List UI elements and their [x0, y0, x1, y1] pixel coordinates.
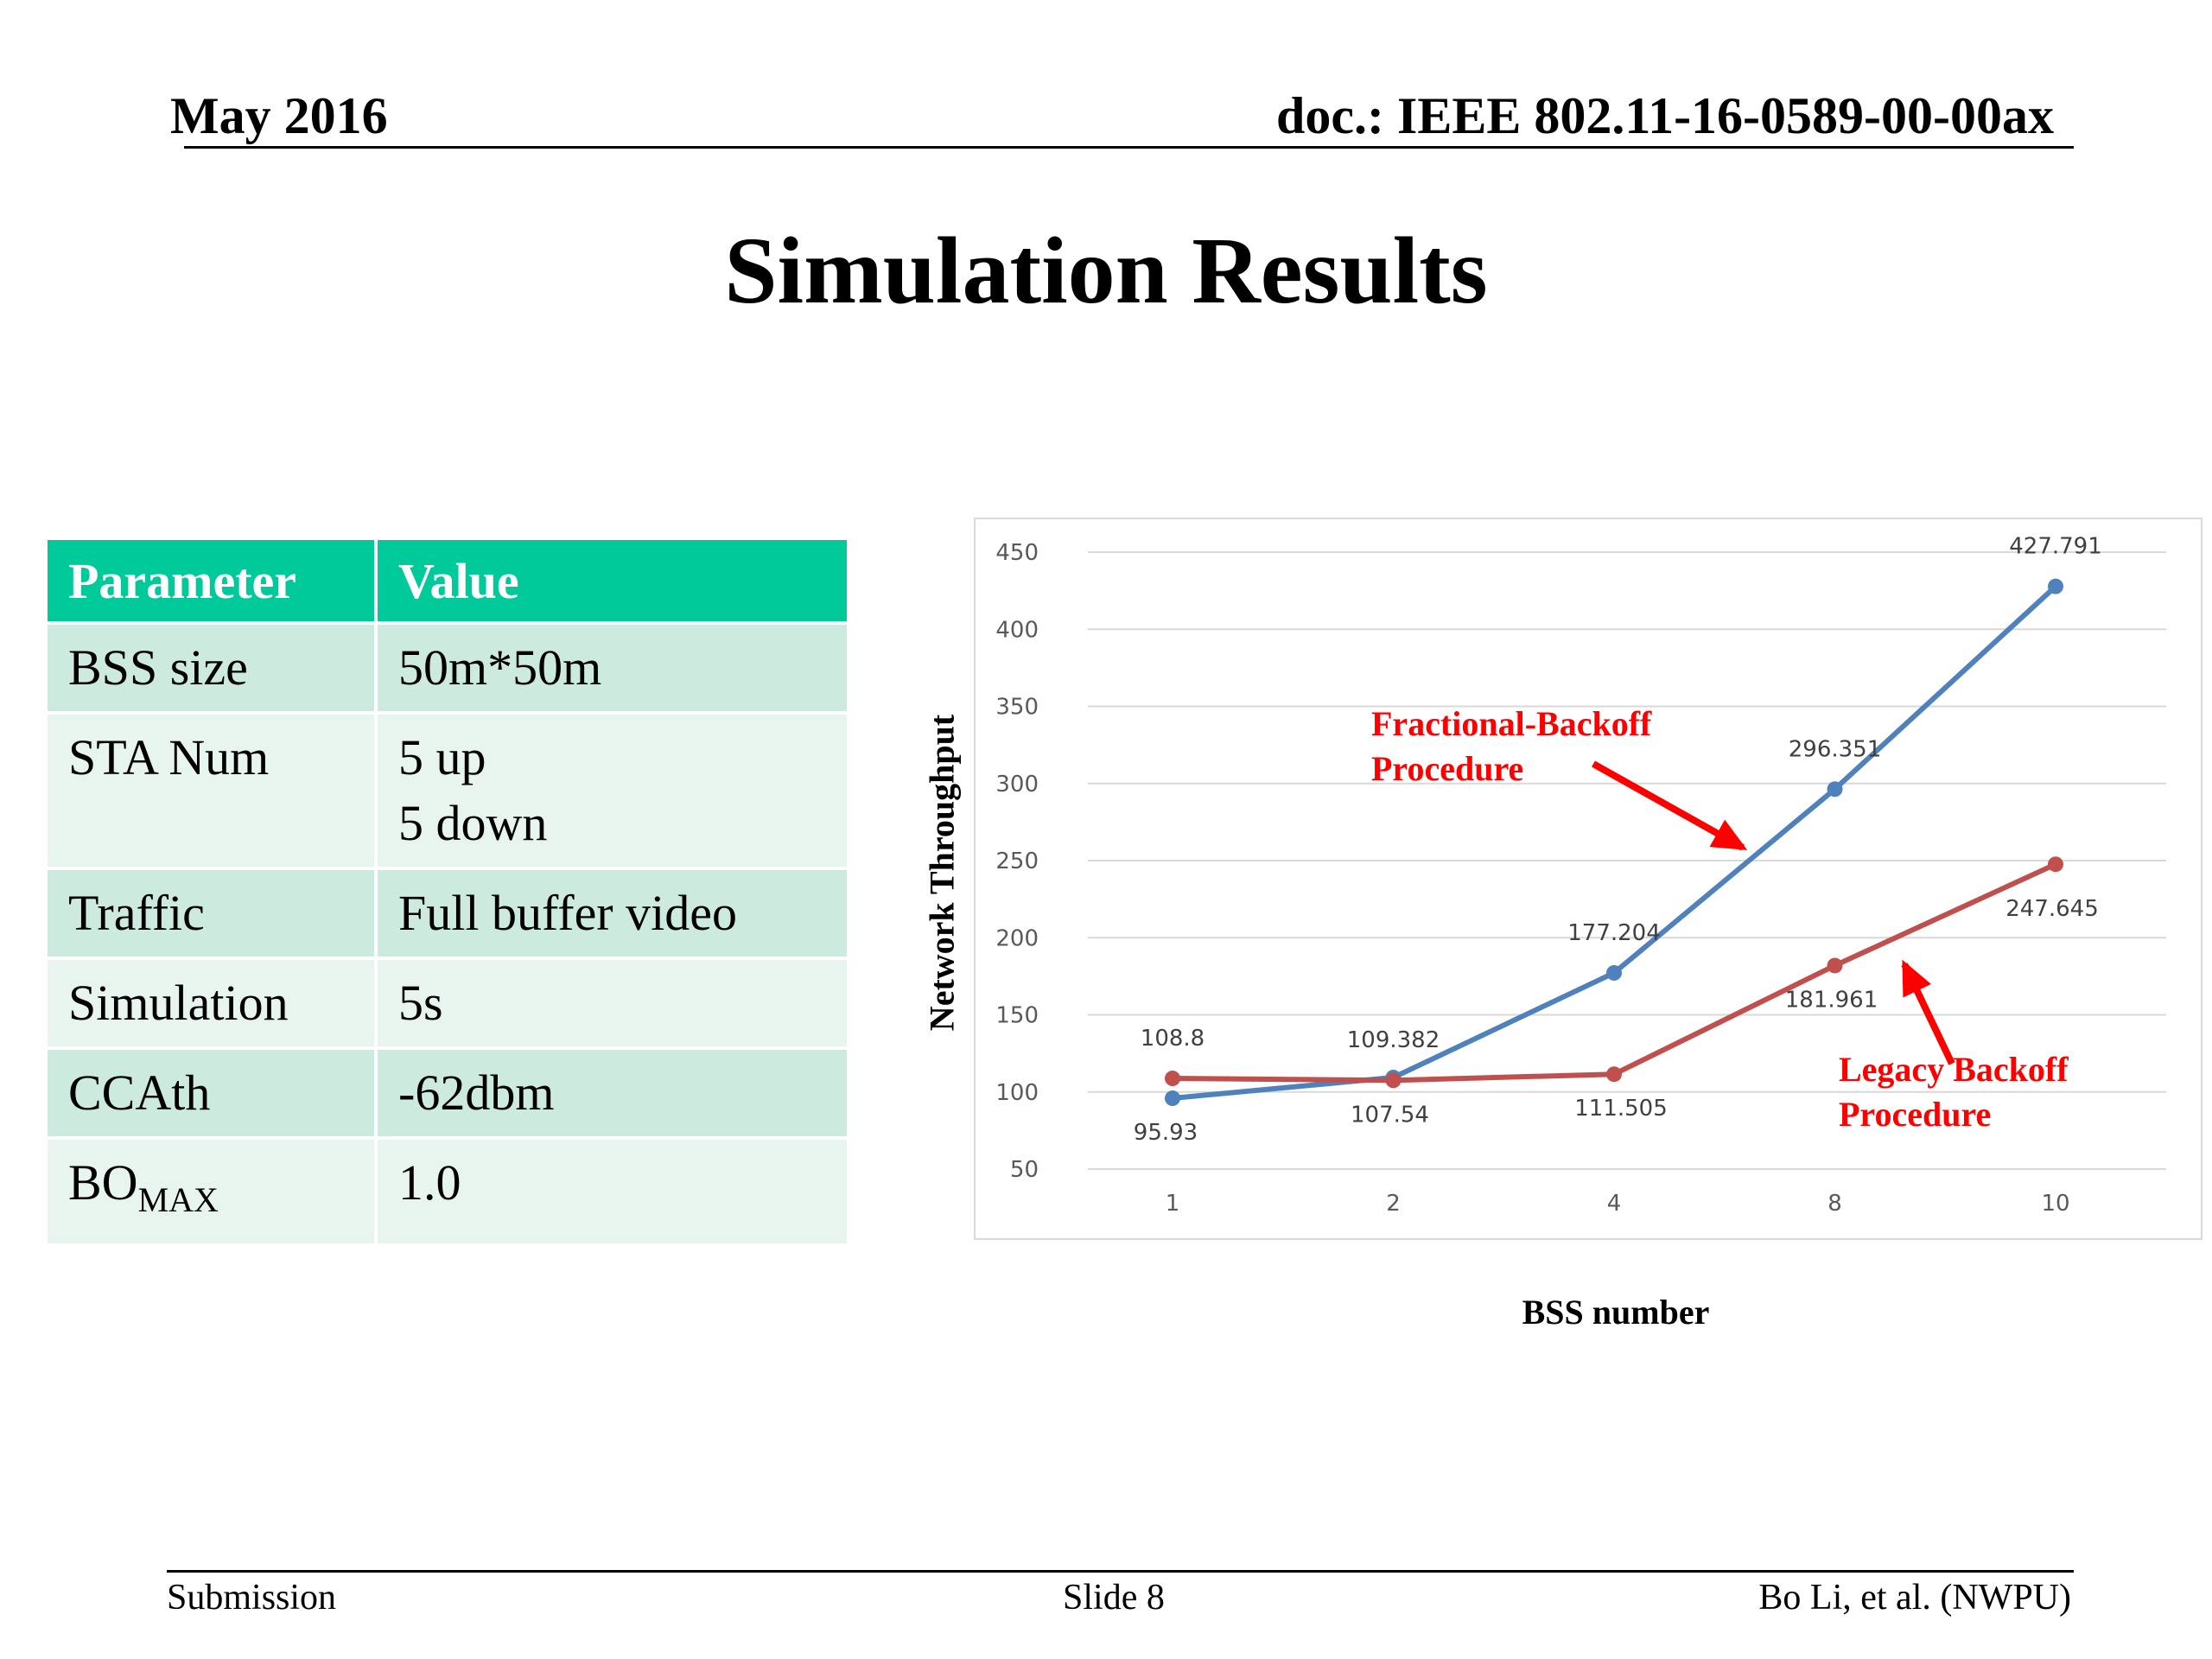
- x-tick-label: 1: [1166, 1191, 1180, 1217]
- data-label: 107.54: [1351, 1102, 1429, 1128]
- data-point: [1606, 1066, 1622, 1083]
- data-label: 177.204: [1567, 920, 1661, 946]
- data-label: 427.791: [2009, 534, 2102, 560]
- y-tick-label: 250: [995, 849, 1039, 874]
- param-cell: BOMAX: [68, 1140, 353, 1243]
- footer-slide-number: Slide 8: [1063, 1578, 1165, 1618]
- table-row: Traffic Full buffer video: [48, 870, 847, 957]
- annotation-text: Procedure: [1839, 1095, 1991, 1134]
- value-cell: Full buffer video: [398, 885, 737, 941]
- annotation-arrow-head: [1709, 819, 1748, 850]
- series-line-1: [1172, 584, 2058, 1102]
- param-cell: Traffic: [68, 885, 205, 941]
- data-point: [1827, 781, 1843, 798]
- header-rule: [184, 146, 2074, 149]
- table-header-value: Value: [378, 540, 847, 621]
- data-point: [1385, 1072, 1402, 1089]
- data-label: 109.382: [1347, 1027, 1440, 1053]
- y-tick-label: 150: [995, 1003, 1039, 1029]
- table-row: BOMAX 1.0: [48, 1140, 847, 1243]
- y-tick-label: 50: [1010, 1157, 1039, 1183]
- data-point: [1606, 964, 1622, 981]
- annotation-text: Fractional-Backoff: [1371, 704, 1652, 743]
- data-point: [1165, 1090, 1180, 1107]
- value-cell: -62dbm: [398, 1065, 555, 1121]
- data-point: [2048, 856, 2063, 873]
- param-subscript: MAX: [137, 1180, 219, 1219]
- annotation-text: Legacy Backoff: [1839, 1050, 2069, 1089]
- y-tick-label: 450: [995, 540, 1039, 566]
- param-cell: STA Num: [68, 729, 270, 785]
- footer-submission: Submission: [167, 1578, 337, 1618]
- value-cell-line2: 5 down: [398, 795, 548, 851]
- value-cell: 1.0: [398, 1154, 461, 1211]
- value-cell-line1: 5 up: [398, 729, 486, 785]
- data-label: 296.351: [1789, 736, 1882, 762]
- x-tick-label: 10: [2041, 1191, 2069, 1217]
- x-axis-label: BSS number: [1522, 1293, 1710, 1332]
- x-tick-label: 2: [1386, 1191, 1401, 1217]
- table-row: STA Num 5 up 5 down: [48, 715, 847, 867]
- value-cell: 5s: [398, 975, 443, 1031]
- slide-title: Simulation Results: [724, 218, 1488, 323]
- table-row: Simulation 5s: [48, 960, 847, 1046]
- chart-frame: 50 100 150 200 250 300 350 400 450 1 2 4 8 10 95.93 109…: [974, 518, 2202, 1240]
- throughput-chart: 50 100 150 200 250 300 350 400 450 1 2 4 8 10 95.93 109…: [995, 534, 2166, 1217]
- data-point: [1827, 957, 1843, 974]
- data-label: 95.93: [1134, 1120, 1198, 1146]
- footer-rule: [167, 1570, 2074, 1573]
- header-date: May 2016: [170, 87, 388, 144]
- data-point: [1165, 1071, 1180, 1087]
- table-row: CCAth -62dbm: [48, 1050, 847, 1136]
- table-header-row: Parameter Value: [48, 540, 847, 621]
- y-tick-label: 100: [995, 1080, 1039, 1106]
- data-label: 247.645: [2005, 896, 2099, 922]
- y-tick-label: 350: [995, 695, 1039, 721]
- annotation-arrow-head: [1902, 959, 1931, 998]
- parameter-table: Parameter Value BSS size 50m*50m STA Num…: [44, 537, 850, 1247]
- y-axis-label-wrap: Network Throughput: [916, 700, 968, 1046]
- table-row: BSS size 50m*50m: [48, 625, 847, 711]
- data-label: 181.961: [1785, 987, 1878, 1013]
- param-cell: Simulation: [68, 975, 289, 1031]
- y-tick-label: 300: [995, 772, 1039, 798]
- table-header-parameter: Parameter: [48, 540, 374, 621]
- annotation-text: Procedure: [1371, 749, 1523, 788]
- param-cell: CCAth: [68, 1065, 211, 1121]
- header-doc-id: doc.: IEEE 802.11-16-0589-00-00ax: [1276, 87, 2054, 144]
- y-tick-label: 200: [995, 925, 1039, 951]
- param-base: BO: [68, 1154, 138, 1211]
- data-label: 108.8: [1141, 1026, 1205, 1052]
- y-axis-label: Network Throughput: [922, 714, 962, 1032]
- x-tick-label: 4: [1607, 1191, 1622, 1217]
- data-point: [2048, 578, 2063, 594]
- y-tick-label: 400: [995, 617, 1039, 643]
- param-cell: BSS size: [68, 639, 248, 696]
- data-label: 111.505: [1574, 1096, 1668, 1122]
- footer-authors: Bo Li, et al. (NWPU): [1758, 1578, 2071, 1618]
- x-tick-label: 8: [1827, 1191, 1842, 1217]
- value-cell: 50m*50m: [398, 639, 602, 696]
